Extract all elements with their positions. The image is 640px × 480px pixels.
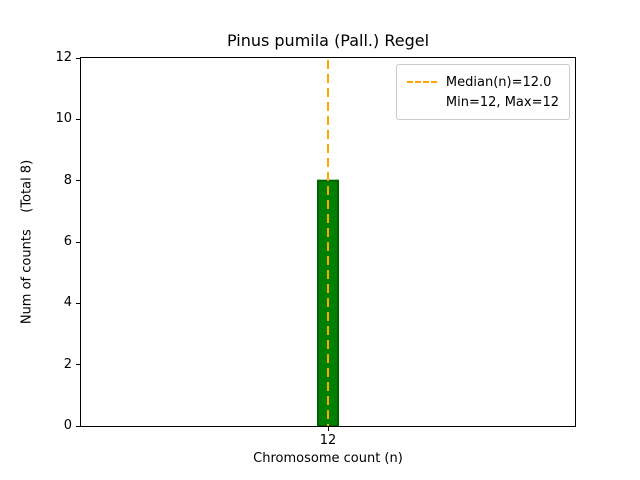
x-tick-mark bbox=[327, 427, 329, 431]
y-tick-mark bbox=[76, 241, 80, 243]
y-tick-mark bbox=[76, 180, 80, 182]
x-axis-label: Chromosome count (n) bbox=[253, 451, 403, 466]
legend-minmax-label: Min=12, Max=12 bbox=[445, 94, 559, 110]
y-tick-label: 12 bbox=[55, 50, 72, 65]
y-tick-label: 6 bbox=[63, 234, 72, 249]
y-tick-label: 10 bbox=[55, 111, 72, 127]
y-tick-label: 0 bbox=[63, 418, 72, 433]
y-tick-mark bbox=[76, 57, 80, 59]
legend-box: Median(n)=12.0 Min=12, Max=12 bbox=[395, 64, 570, 120]
y-tick-mark bbox=[76, 425, 80, 427]
median-dashed-line-icon bbox=[406, 81, 437, 83]
legend-entry-minmax: Min=12, Max=12 bbox=[407, 92, 559, 112]
x-tick-label: 12 bbox=[319, 433, 337, 448]
y-tick-mark bbox=[76, 302, 80, 304]
y-tick-label: 2 bbox=[63, 356, 72, 372]
chart-title: Pinus pumila (Pall.) Regel bbox=[226, 31, 430, 50]
legend-entry-median: Median(n)=12.0 bbox=[406, 72, 559, 92]
y-tick-mark bbox=[76, 118, 80, 120]
y-tick-mark bbox=[76, 364, 80, 366]
y-tick-label: 8 bbox=[63, 172, 72, 188]
legend-median-label: Median(n)=12.0 bbox=[445, 74, 552, 90]
y-tick-label: 4 bbox=[63, 295, 72, 311]
